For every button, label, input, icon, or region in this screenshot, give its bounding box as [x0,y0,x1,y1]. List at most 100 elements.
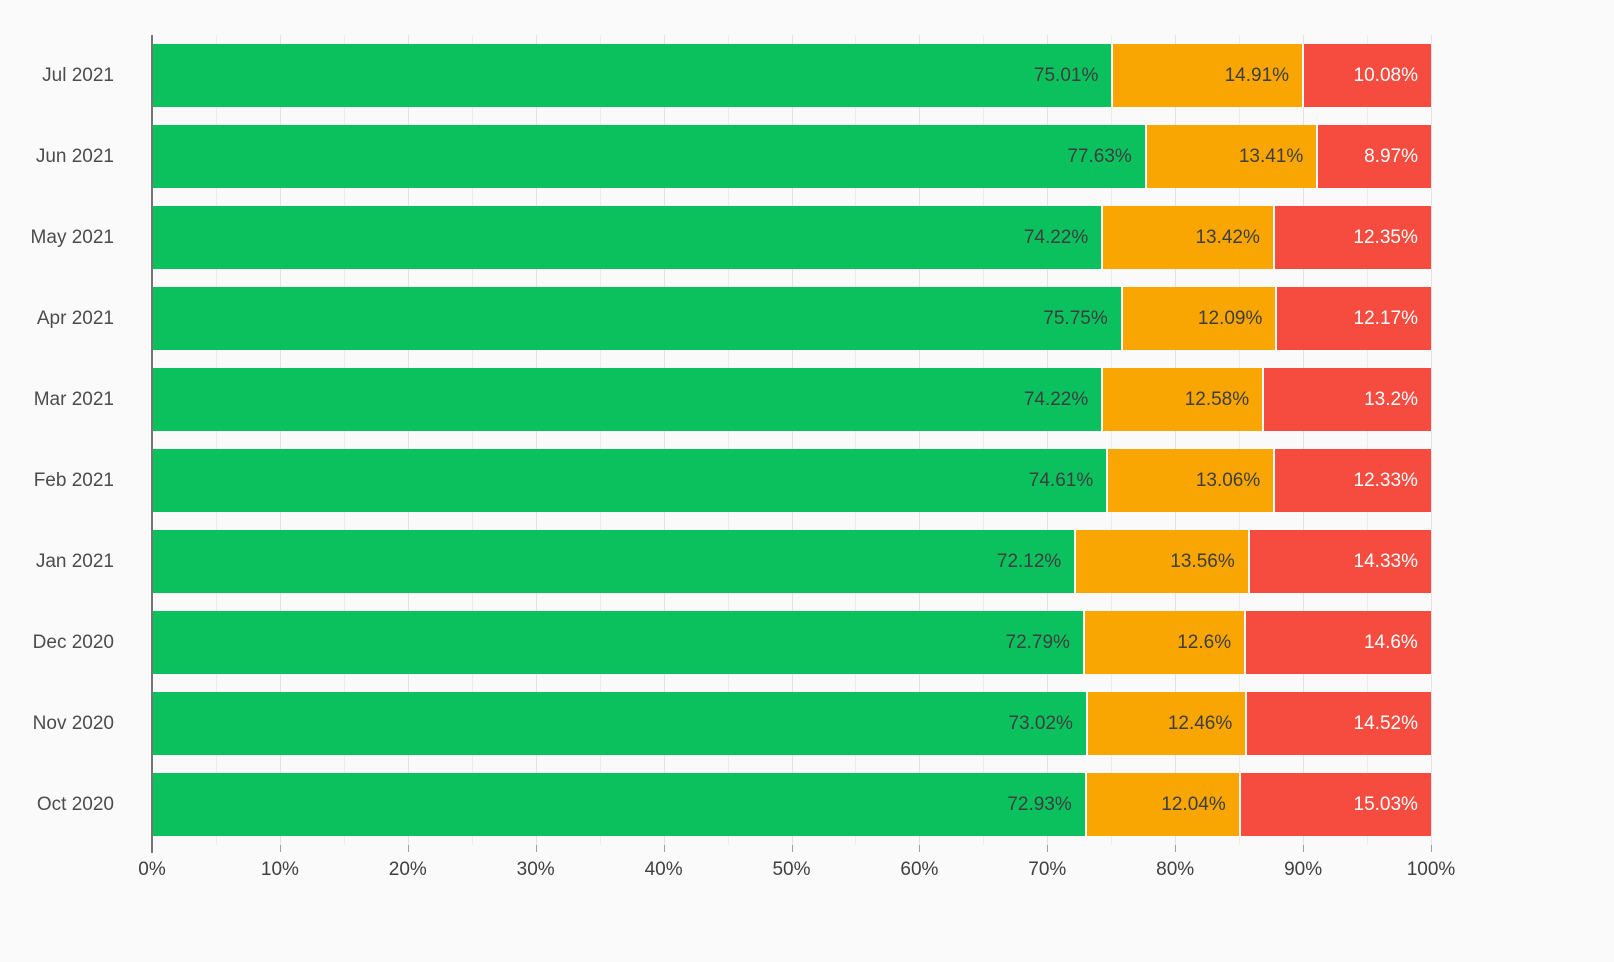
gridline [1175,35,1177,845]
gridline [471,35,473,845]
red-segment: 12.17% [1275,287,1431,350]
bar-stack: 74.22% 13.42% 12.35% [152,206,1431,269]
value-label: 74.61% [1028,469,1094,491]
x-tick-mark [663,845,665,852]
bar-row: 77.63% 13.41% 8.97% [152,116,1431,197]
red-segment: 14.6% [1244,611,1431,674]
x-tick-label: 0% [138,859,166,880]
value-label: 12.35% [1353,226,1418,248]
category-label: Nov 2020 [32,712,114,734]
gridline [791,35,793,845]
value-label: 73.02% [1008,712,1073,734]
gridline [1047,35,1049,845]
gridline [279,35,281,845]
red-segment: 14.33% [1247,530,1431,593]
bar-stack: 72.79% 12.6% 14.6% [152,611,1431,674]
x-tick-mark [1047,845,1049,852]
category-label: Dec 2020 [32,631,114,653]
green-segment: 74.61% [152,449,1107,512]
x-tick-mark [1303,845,1305,852]
orange-segment: 13.56% [1074,530,1248,593]
green-segment: 74.22% [152,368,1102,431]
green-segment: 77.63% [152,125,1145,188]
x-axis: 0% 10% 20% 30% 40% 50% 60% 70% 80% 90% 100% [138,845,1455,895]
green-segment: 74.22% [152,206,1102,269]
value-label: 12.09% [1197,307,1263,329]
orange-segment: 12.09% [1120,287,1276,350]
bar-stack: 74.61% 13.06% 12.33% [152,449,1431,512]
x-tick-label: 70% [1028,859,1067,880]
x-tick-label: 60% [900,859,939,880]
value-label: 13.41% [1238,145,1304,167]
bar-rows: 75.01% 14.91% 10.08% 77.63% 13.41% 8.97% 74.22… [152,35,1431,845]
x-tick-mark [279,845,281,852]
value-label: 13.06% [1195,469,1261,491]
gridline [727,35,729,845]
x-tick-label: 10% [260,859,299,880]
orange-segment: 14.91% [1111,44,1303,107]
category-label: Mar 2021 [33,388,114,410]
red-segment: 12.35% [1272,206,1431,269]
gridline [1431,35,1432,845]
value-label: 14.6% [1363,631,1418,653]
bar-row: 72.93% 12.04% 15.03% [152,764,1431,845]
green-segment: 72.79% [152,611,1083,674]
value-label: 13.42% [1195,226,1260,248]
green-segment: 75.01% [152,44,1112,107]
value-label: 12.33% [1353,469,1418,491]
value-label: 12.58% [1184,388,1250,410]
bar-stack: 72.93% 12.04% 15.03% [152,773,1431,836]
orange-segment: 13.41% [1144,125,1317,188]
value-label: 12.04% [1161,793,1226,815]
category-label: Jan 2021 [35,550,114,572]
value-label: 12.17% [1353,307,1418,329]
value-label: 14.91% [1224,64,1290,86]
gridline [1303,35,1305,845]
gridline [535,35,537,845]
gridline [599,35,601,845]
gridline [1239,35,1241,845]
bar-row: 72.12% 13.56% 14.33% [152,521,1431,602]
category-label: May 2021 [30,226,114,248]
x-tick-mark [407,845,409,852]
bar-row: 75.01% 14.91% 10.08% [152,35,1431,116]
orange-segment: 12.46% [1085,692,1246,755]
green-segment: 72.12% [152,530,1075,593]
value-label: 8.97% [1364,145,1418,167]
gridline [919,35,921,845]
value-label: 12.6% [1177,631,1232,653]
y-axis-category-labels: Jul 2021 Jun 2021 May 2021 Apr 2021 Mar 2021… [0,35,138,845]
orange-segment: 13.42% [1101,206,1273,269]
green-segment: 72.93% [152,773,1085,836]
value-label: 75.01% [1033,64,1099,86]
bar-row: 75.75% 12.09% 12.17% [152,278,1431,359]
gridline [855,35,857,845]
category-label: Feb 2021 [33,469,114,491]
category-label: Jul 2021 [42,64,114,86]
bar-stack: 72.12% 13.56% 14.33% [152,530,1431,593]
y-axis-line [151,35,153,853]
green-segment: 75.75% [152,287,1121,350]
category-label: Oct 2020 [36,793,114,815]
bar-row: 74.61% 13.06% 12.33% [152,440,1431,521]
bar-stack: 75.75% 12.09% 12.17% [152,287,1431,350]
category-label: Apr 2021 [36,307,114,329]
bar-stack: 74.22% 12.58% 13.2% [152,368,1431,431]
x-tick-label: 30% [516,859,555,880]
value-label: 14.52% [1353,712,1418,734]
plot-area: 75.01% 14.91% 10.08% 77.63% 13.41% 8.97% 74.22… [151,35,1432,853]
gridline [343,35,345,845]
x-tick-label: 40% [644,859,683,880]
x-tick-label: 50% [772,859,811,880]
gridline [983,35,985,845]
bar-row: 74.22% 12.58% 13.2% [152,359,1431,440]
red-segment: 13.2% [1262,368,1431,431]
value-label: 10.08% [1353,64,1418,86]
x-tick-mark [919,845,921,852]
x-tick-mark [1431,845,1432,852]
x-tick-label: 100% [1406,859,1456,880]
x-tick-mark [1175,845,1177,852]
x-tick-mark [535,845,537,852]
bar-row: 73.02% 12.46% 14.52% [152,683,1431,764]
red-segment: 14.52% [1245,692,1431,755]
